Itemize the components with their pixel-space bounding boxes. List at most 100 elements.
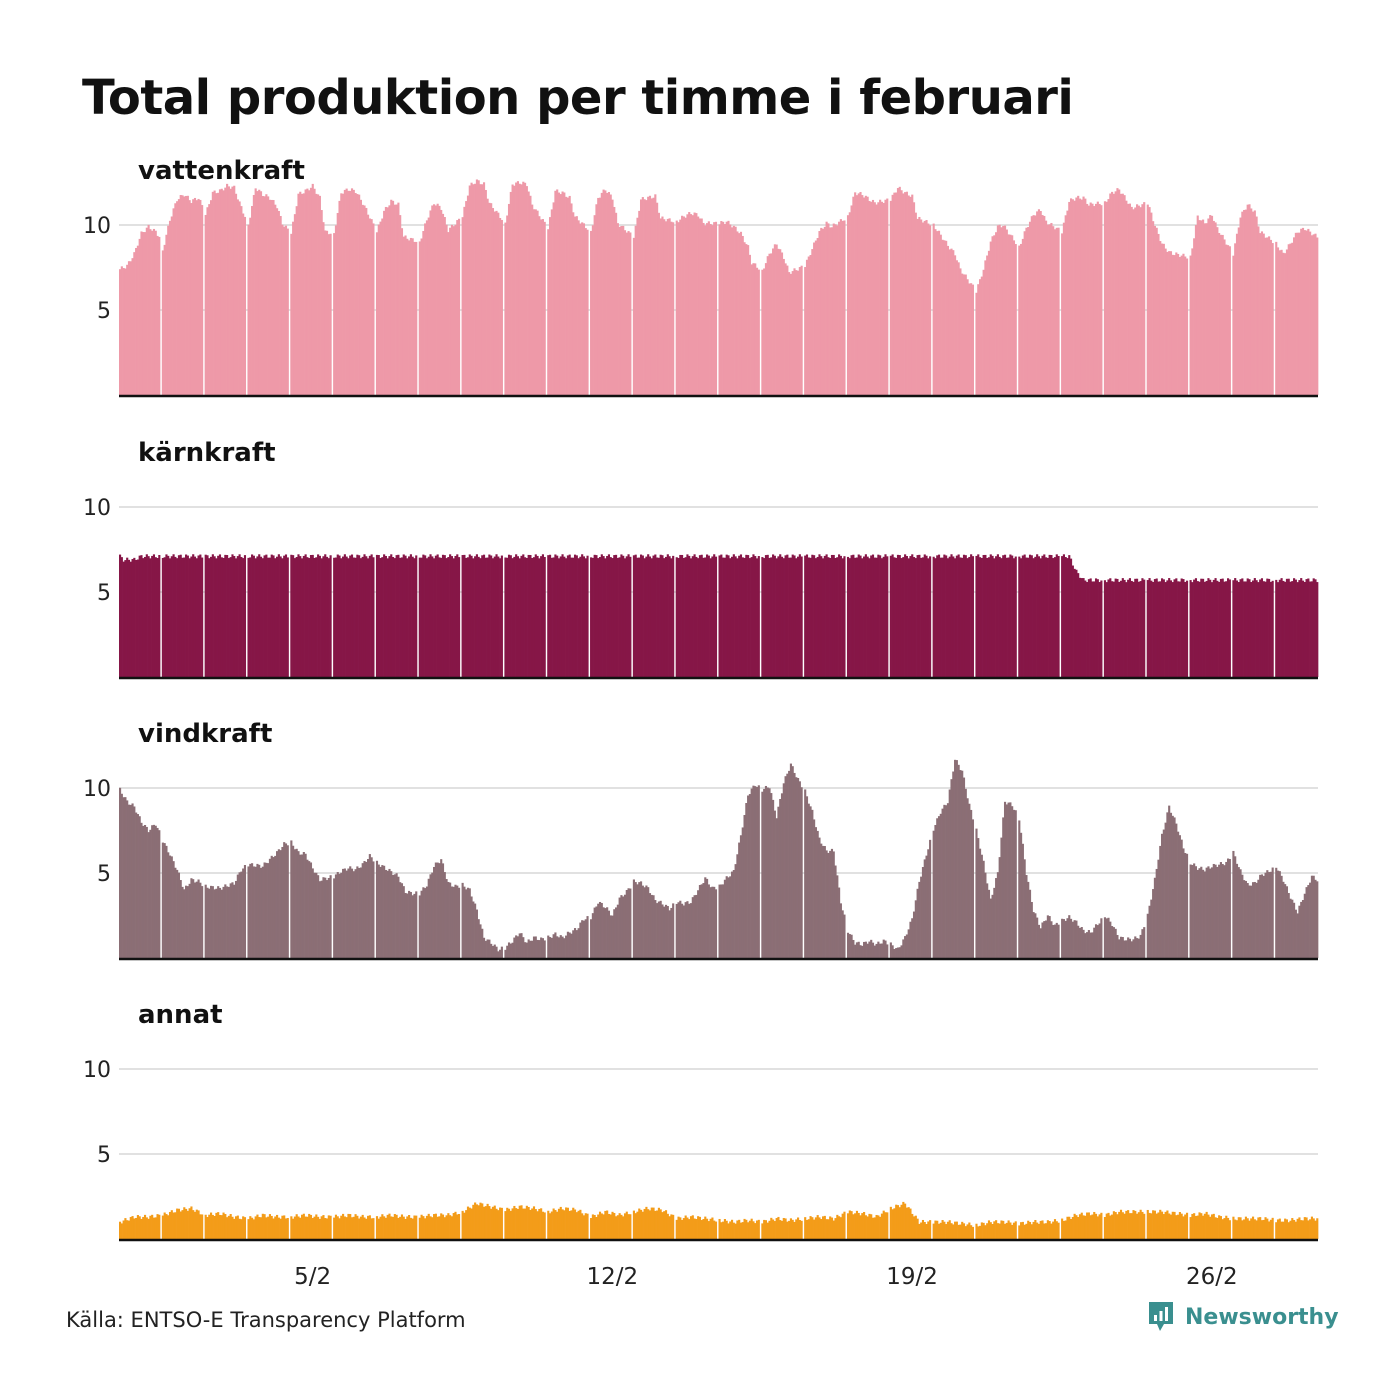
bar [136, 245, 139, 395]
bar [1296, 913, 1299, 958]
bar [711, 886, 714, 958]
bar [507, 554, 511, 677]
bar [848, 212, 851, 395]
bar [902, 557, 905, 677]
bar [857, 193, 860, 395]
bar [743, 815, 746, 958]
bar [1177, 1214, 1180, 1239]
bar [788, 1220, 791, 1239]
bar [709, 887, 712, 958]
bar [1077, 573, 1080, 677]
bar [961, 557, 964, 677]
bar [142, 1216, 145, 1239]
bar [1173, 579, 1176, 677]
bar [829, 227, 832, 395]
series-2 [119, 759, 1319, 958]
bar [1214, 578, 1217, 677]
bar [243, 216, 247, 395]
bar [447, 232, 450, 395]
bar [1198, 581, 1201, 677]
bar [1136, 1213, 1139, 1239]
bar [436, 554, 439, 677]
bar [1202, 578, 1205, 677]
bar [481, 555, 484, 677]
bar [727, 877, 730, 958]
bar [663, 219, 666, 395]
bar [902, 939, 905, 958]
bar [1089, 932, 1092, 958]
bar [800, 787, 803, 958]
bar [277, 554, 280, 677]
bar [752, 263, 755, 395]
bar [911, 918, 914, 958]
bar [397, 202, 400, 395]
bar [770, 253, 773, 395]
bar [843, 1211, 846, 1239]
bar [697, 1216, 700, 1239]
bar [848, 1210, 851, 1239]
bar [482, 554, 486, 677]
bar [204, 884, 207, 958]
bar [254, 558, 257, 677]
bar [1185, 1212, 1189, 1239]
bar [284, 1218, 288, 1239]
bar [1091, 1214, 1094, 1239]
bar [804, 1217, 807, 1239]
bar [365, 556, 368, 677]
bar [393, 558, 396, 677]
bar [270, 1215, 273, 1239]
bar [857, 1212, 860, 1239]
bar [354, 869, 357, 958]
bar [1136, 938, 1139, 958]
bar [843, 914, 846, 958]
bar [921, 867, 925, 958]
bar [929, 1220, 932, 1239]
bar [256, 863, 259, 958]
bar [1086, 203, 1089, 395]
bar [367, 1215, 370, 1239]
bar [686, 554, 689, 677]
bar [900, 945, 903, 958]
bar [1150, 212, 1153, 395]
bar [1152, 221, 1155, 395]
bar [850, 934, 853, 958]
bar [880, 201, 883, 395]
bar [834, 557, 837, 677]
bar [918, 1223, 921, 1239]
bar [1291, 1218, 1294, 1239]
bar [993, 887, 996, 958]
bar [281, 1215, 284, 1239]
bar [1128, 203, 1131, 395]
bar [249, 863, 252, 958]
bar [147, 1218, 150, 1239]
bar [532, 209, 536, 395]
bar [204, 214, 207, 395]
bar [565, 558, 568, 677]
bar [261, 1213, 264, 1239]
bar [561, 554, 564, 677]
bar [714, 1221, 718, 1239]
newsworthy-icon [1149, 1302, 1173, 1331]
bar [1191, 248, 1194, 395]
bar [948, 1220, 951, 1239]
bar [122, 561, 125, 677]
bar [491, 208, 495, 395]
bar [641, 885, 644, 958]
bar [982, 554, 985, 677]
bar [547, 935, 550, 958]
bar [363, 1217, 366, 1239]
bar [120, 266, 123, 395]
bar [659, 554, 662, 677]
bar [786, 773, 789, 958]
bar [613, 555, 616, 677]
bar [1093, 927, 1096, 958]
bar [1228, 246, 1231, 395]
bar [463, 1212, 466, 1239]
bar [120, 557, 123, 677]
bar [311, 1217, 314, 1239]
bar [479, 1202, 482, 1239]
bar [854, 944, 857, 958]
bar [1078, 577, 1082, 677]
bar [172, 861, 175, 958]
bar [714, 221, 718, 395]
